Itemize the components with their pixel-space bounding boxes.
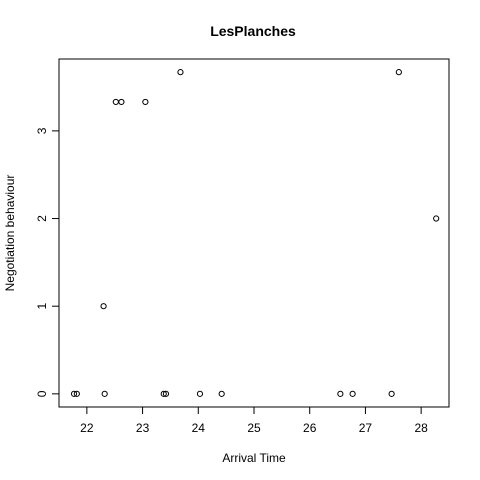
data-point [177, 69, 184, 76]
data-point [70, 390, 78, 397]
x-tick-label: 25 [247, 421, 261, 435]
data-point [349, 390, 356, 397]
x-tick-label: 23 [136, 421, 150, 435]
x-tick-label: 26 [303, 421, 317, 435]
data-point [388, 390, 395, 397]
y-tick-label: 3 [35, 127, 49, 134]
chart-title: LesPlanches [210, 23, 296, 39]
data-point [433, 215, 440, 222]
data-point [73, 390, 80, 397]
data-point [395, 69, 402, 76]
y-tick-label: 1 [35, 303, 49, 310]
plot-frame [58, 58, 450, 408]
data-point [142, 98, 149, 106]
x-tick-label: 24 [192, 421, 206, 435]
data-point [160, 390, 167, 397]
y-tick-label: 0 [35, 390, 49, 397]
x-tick-label: 27 [359, 421, 373, 435]
y-axis-label: Negotiation behaviour [3, 175, 17, 292]
y-tick-label: 2 [35, 215, 49, 222]
data-point [100, 303, 107, 310]
x-tick-label: 22 [80, 421, 94, 435]
data-point [101, 390, 108, 397]
data-points [70, 69, 440, 397]
x-tick-label: 28 [414, 421, 428, 435]
y-axis: 0 1 2 3 [35, 127, 59, 397]
data-point [112, 98, 119, 106]
data-point [118, 98, 125, 106]
x-axis: 22 23 24 25 26 27 28 [80, 407, 428, 435]
data-point [196, 390, 204, 397]
x-axis-label: Arrival Time [222, 451, 286, 465]
data-point [337, 390, 344, 397]
data-point [218, 390, 225, 397]
data-point [162, 390, 170, 397]
